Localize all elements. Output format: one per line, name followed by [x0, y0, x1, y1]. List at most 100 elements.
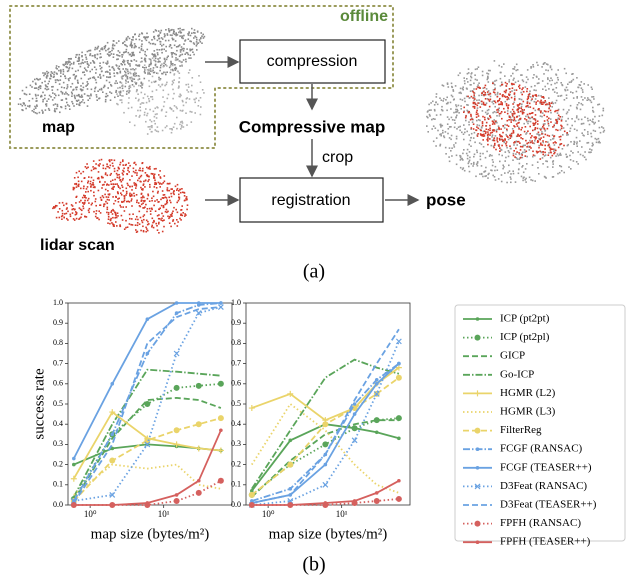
cloud-point: [556, 82, 558, 84]
cloud-point: [582, 99, 584, 101]
cloud-point: [122, 172, 124, 174]
cloud-point: [578, 102, 580, 104]
cloud-point: [122, 68, 124, 70]
cloud-point: [557, 130, 559, 132]
cloud-point: [512, 68, 514, 70]
cloud-point: [559, 116, 561, 118]
cloud-point: [120, 71, 122, 73]
cloud-point: [540, 129, 542, 131]
cloud-point: [502, 132, 504, 134]
cloud-point: [532, 156, 534, 158]
cloud-point: [550, 77, 552, 79]
cloud-point: [494, 92, 496, 94]
cloud-point: [496, 115, 498, 117]
cloud-point: [183, 192, 185, 194]
cloud-point: [77, 70, 79, 72]
point: [353, 412, 357, 416]
cloud-point: [452, 87, 454, 89]
cloud-point: [526, 132, 528, 134]
cloud-point: [191, 121, 193, 123]
cloud-point: [184, 200, 186, 202]
cloud-point: [139, 115, 141, 117]
cloud-point: [530, 121, 532, 123]
cloud-point: [556, 123, 558, 125]
cloud-point: [83, 186, 85, 188]
cloud-point: [135, 187, 137, 189]
cloud-point: [467, 96, 469, 98]
cloud-point: [543, 136, 545, 138]
cloud-point: [102, 91, 104, 93]
cloud-point: [161, 183, 163, 185]
cloud-point: [55, 103, 57, 105]
cloud-point: [145, 204, 147, 206]
cloud-point: [543, 97, 545, 99]
cloud-point: [477, 113, 479, 115]
cloud-point: [435, 145, 437, 147]
cloud-point: [548, 154, 550, 156]
cloud-point: [166, 209, 168, 211]
cloud-point: [81, 78, 83, 80]
cloud-point: [491, 155, 493, 157]
cloud-point: [545, 160, 547, 162]
cloud-point: [44, 95, 46, 97]
cloud-point: [491, 145, 493, 147]
cloud-point: [141, 49, 143, 51]
cloud-point: [486, 102, 488, 104]
cloud-point: [49, 109, 51, 111]
cloud-point: [194, 43, 196, 45]
cloud-point: [595, 138, 597, 140]
cloud-point: [480, 156, 482, 158]
cloud-point: [171, 108, 173, 110]
x-tick-label: 10¹: [336, 509, 348, 519]
cloud-point: [441, 99, 443, 101]
cloud-point: [547, 70, 549, 72]
cloud-point: [591, 149, 593, 151]
cloud-point: [82, 59, 84, 61]
cloud-point: [499, 138, 501, 140]
cloud-point: [434, 118, 436, 120]
cloud-point: [80, 85, 82, 87]
cloud-point: [133, 86, 135, 88]
cloud-point: [589, 124, 591, 126]
cloud-point: [164, 194, 166, 196]
cloud-point: [139, 181, 141, 183]
cloud-point: [141, 45, 143, 47]
cloud-point: [462, 159, 464, 161]
cloud-point: [466, 131, 468, 133]
cloud-point: [430, 109, 432, 111]
cloud-point: [100, 77, 102, 79]
cloud-point: [158, 77, 160, 79]
cloud-point: [134, 125, 136, 127]
cloud-point: [500, 128, 502, 130]
cloud-point: [123, 52, 125, 54]
cloud-point: [94, 49, 96, 51]
cloud-point: [515, 153, 517, 155]
cloud-point: [114, 217, 116, 219]
cloud-point: [191, 85, 193, 87]
cloud-point: [76, 54, 78, 56]
cloud-point: [76, 172, 78, 174]
cloud-point: [82, 206, 84, 208]
cloud-point: [97, 90, 99, 92]
cloud-point: [54, 93, 56, 95]
cloud-point: [200, 114, 202, 116]
cloud-point: [203, 92, 205, 94]
cloud-point: [522, 79, 524, 81]
cloud-point: [513, 150, 515, 152]
cloud-point: [529, 149, 531, 151]
cloud-point: [442, 132, 444, 134]
cloud-point: [69, 108, 71, 110]
cloud-point: [532, 64, 534, 66]
cloud-point: [523, 123, 525, 125]
cloud-point: [81, 52, 83, 54]
cloud-point: [131, 52, 133, 54]
cloud-point: [160, 86, 162, 88]
y-tick-label: 0.2: [53, 459, 63, 468]
cloud-point: [112, 179, 114, 181]
cloud-point: [147, 113, 149, 115]
cloud-point: [474, 132, 476, 134]
cloud-point: [489, 70, 491, 72]
cloud-point: [584, 151, 586, 153]
cloud-point: [77, 82, 79, 84]
cloud-point: [196, 49, 198, 51]
